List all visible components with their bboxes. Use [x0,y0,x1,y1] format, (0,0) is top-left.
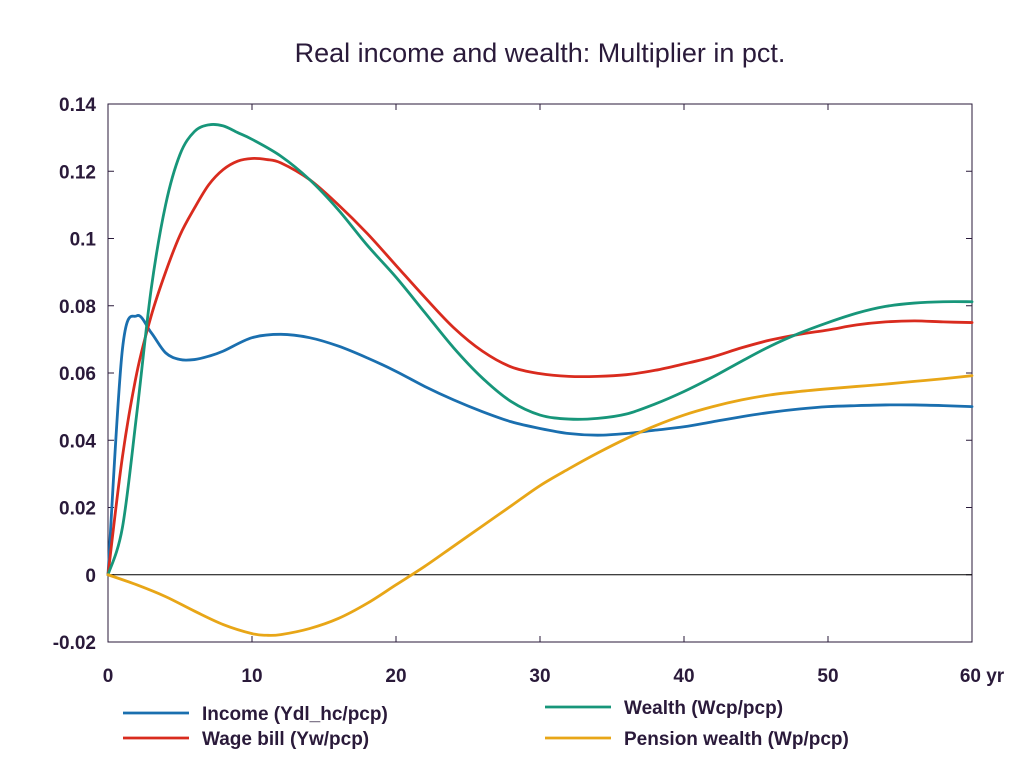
legend-label: Wage bill (Yw/pcp) [202,729,369,750]
y-tick-label: 0.02 [59,499,96,520]
x-tick-label: 30 [529,666,550,687]
legend-label: Income (Ydl_hc/pcp) [202,704,388,725]
legend-label: Wealth (Wcp/pcp) [624,698,783,719]
legend-label: Pension wealth (Wp/pcp) [624,729,849,750]
x-tick-label: 60 yr [960,666,1005,687]
series-lines [106,123,974,637]
series-line-3 [106,374,974,637]
y-tick-label: 0.04 [59,431,96,452]
y-tick-label: 0.1 [70,230,97,251]
y-tick-label: 0.06 [59,364,96,385]
y-tick-label: 0.12 [59,162,96,183]
x-tick-label: 50 [817,666,838,687]
y-tick-label: 0.08 [59,297,96,318]
chart-title: Real income and wealth: Multiplier in pc… [295,38,786,68]
x-tick-label: 10 [241,666,262,687]
x-tick-label: 20 [385,666,406,687]
y-tick-label: 0.14 [59,95,96,116]
x-tick-label: 0 [103,666,114,687]
series-line-0 [106,314,974,577]
legend: Income (Ydl_hc/pcp) Wage bill (Yw/pcp) Wea… [123,698,849,750]
y-tick-label: -0.02 [53,633,96,654]
series-line-1 [106,157,974,577]
x-tick-label: 40 [673,666,694,687]
y-tick-label: 0 [85,566,96,587]
axes: -0.02 0 0.02 0.04 0.06 0.08 0.1 0.12 0.14 0 10 20 30… [53,95,1005,687]
series-line-2 [106,123,974,577]
